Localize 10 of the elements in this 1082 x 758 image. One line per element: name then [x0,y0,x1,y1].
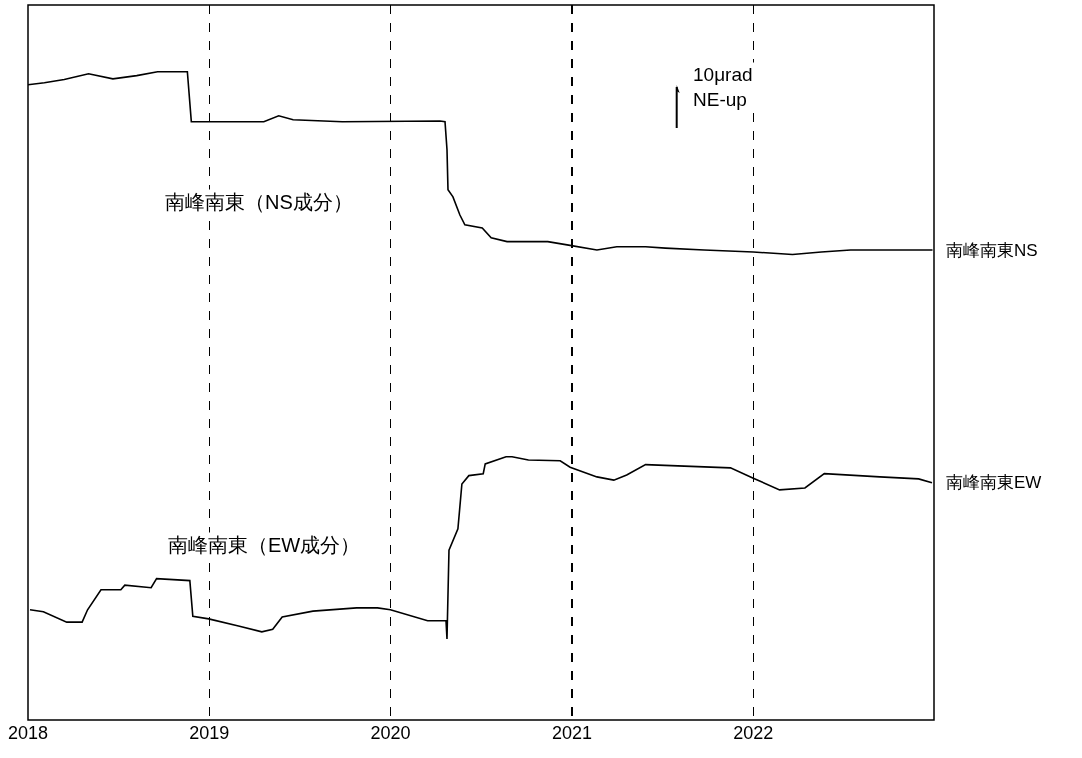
x-tick-label: 2018 [7,723,49,743]
x-tick-label: 2020 [370,723,411,743]
x-tick-label: 2022 [733,723,774,743]
annotation: 10μrad NE-up [693,64,753,110]
x-tick-label: 2019 [189,723,230,743]
annotation: 南峰南東（NS成分） [165,191,353,213]
x-tick-label: 2021 [552,723,593,743]
series-label: 南峰南東NS [946,241,1038,260]
series-label: 南峰南東EW [946,473,1042,492]
annotation: 南峰南東（EW成分） [168,534,361,556]
